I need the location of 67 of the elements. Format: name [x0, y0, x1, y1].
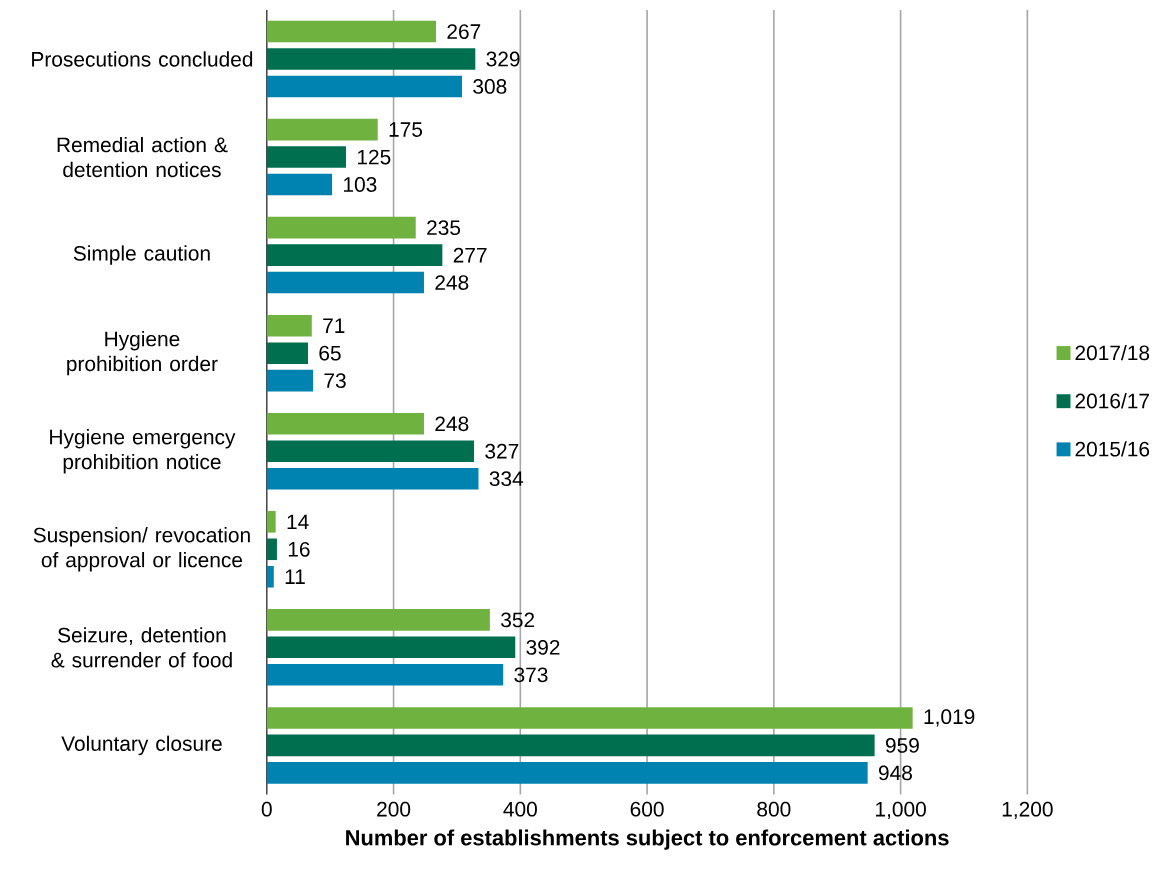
y-tick-label: Hygiene emergency prohibition notice: [50, 429, 236, 474]
bar: [266, 118, 378, 141]
data-label: 267: [447, 24, 481, 39]
legend-label: 2016/17: [1075, 393, 1149, 409]
bar: [266, 216, 416, 239]
bar: [266, 636, 516, 659]
bar: [266, 467, 479, 490]
data-label: 277: [453, 247, 487, 263]
data-label: 14: [287, 514, 309, 529]
bar: [266, 565, 274, 588]
bar: [266, 369, 314, 392]
bar: [266, 173, 333, 196]
x-tick-label: 800: [757, 801, 791, 817]
bar: [266, 609, 490, 631]
bar: [266, 412, 424, 435]
x-tick-label: 0: [261, 801, 272, 817]
data-label: 73: [324, 373, 346, 389]
data-label: 329: [486, 51, 520, 67]
bar: [266, 762, 868, 784]
bar: [266, 538, 277, 561]
data-label: 308: [473, 79, 507, 94]
data-label: 16: [288, 541, 310, 557]
data-label: 948: [878, 765, 912, 781]
bar: [266, 20, 437, 43]
bar: [266, 48, 476, 70]
bar: [266, 342, 308, 364]
legend-label: 2017/18: [1075, 344, 1150, 361]
bar: [266, 511, 276, 533]
data-label: 959: [885, 737, 919, 753]
bar: [266, 271, 424, 294]
bar: [266, 146, 347, 168]
data-label: 248: [435, 416, 469, 432]
y-tick-label: Suspension/ revocation of approval or licence: [33, 527, 250, 572]
bar: [266, 244, 443, 266]
x-tick-label: 1,000: [876, 801, 926, 820]
bar: [266, 440, 475, 462]
bar: [266, 663, 504, 686]
bar: [266, 75, 463, 98]
y-tick-label: Seizure, detention & surrender of food: [51, 627, 232, 668]
data-label: 71: [323, 318, 345, 333]
x-axis-title: Number of establishments subject to enforcement actions: [346, 829, 949, 850]
x-tick-label: 200: [377, 801, 411, 817]
data-label: 11: [285, 569, 305, 584]
data-label: 373: [514, 667, 548, 683]
x-tick-label: 600: [630, 801, 664, 817]
y-tick-label: Simple caution: [73, 245, 210, 265]
data-label: 248: [435, 275, 469, 290]
bar: [266, 314, 312, 337]
data-label: 392: [526, 639, 560, 655]
data-label: 235: [427, 220, 461, 236]
y-tick-label: Prosecutions concluded: [32, 51, 253, 67]
data-label: 103: [344, 177, 377, 192]
data-label: 1,019: [924, 709, 975, 727]
x-tick-label: 400: [503, 801, 537, 817]
y-tick-label: Hygiene prohibition order: [67, 330, 218, 376]
y-tick-label: Voluntary closure: [61, 735, 222, 756]
data-label: 125: [357, 149, 391, 165]
x-tick-label: 1,200: [1002, 801, 1053, 820]
data-label: 327: [485, 443, 519, 459]
data-label: 175: [389, 122, 423, 137]
data-label: 352: [501, 612, 535, 628]
bar: [266, 734, 875, 757]
y-tick-label: Remedial action & detention notices: [57, 136, 228, 178]
data-label: 65: [319, 345, 341, 361]
data-label: 334: [489, 471, 524, 487]
bar: [266, 707, 913, 729]
legend-label: 2015/16: [1075, 441, 1150, 457]
